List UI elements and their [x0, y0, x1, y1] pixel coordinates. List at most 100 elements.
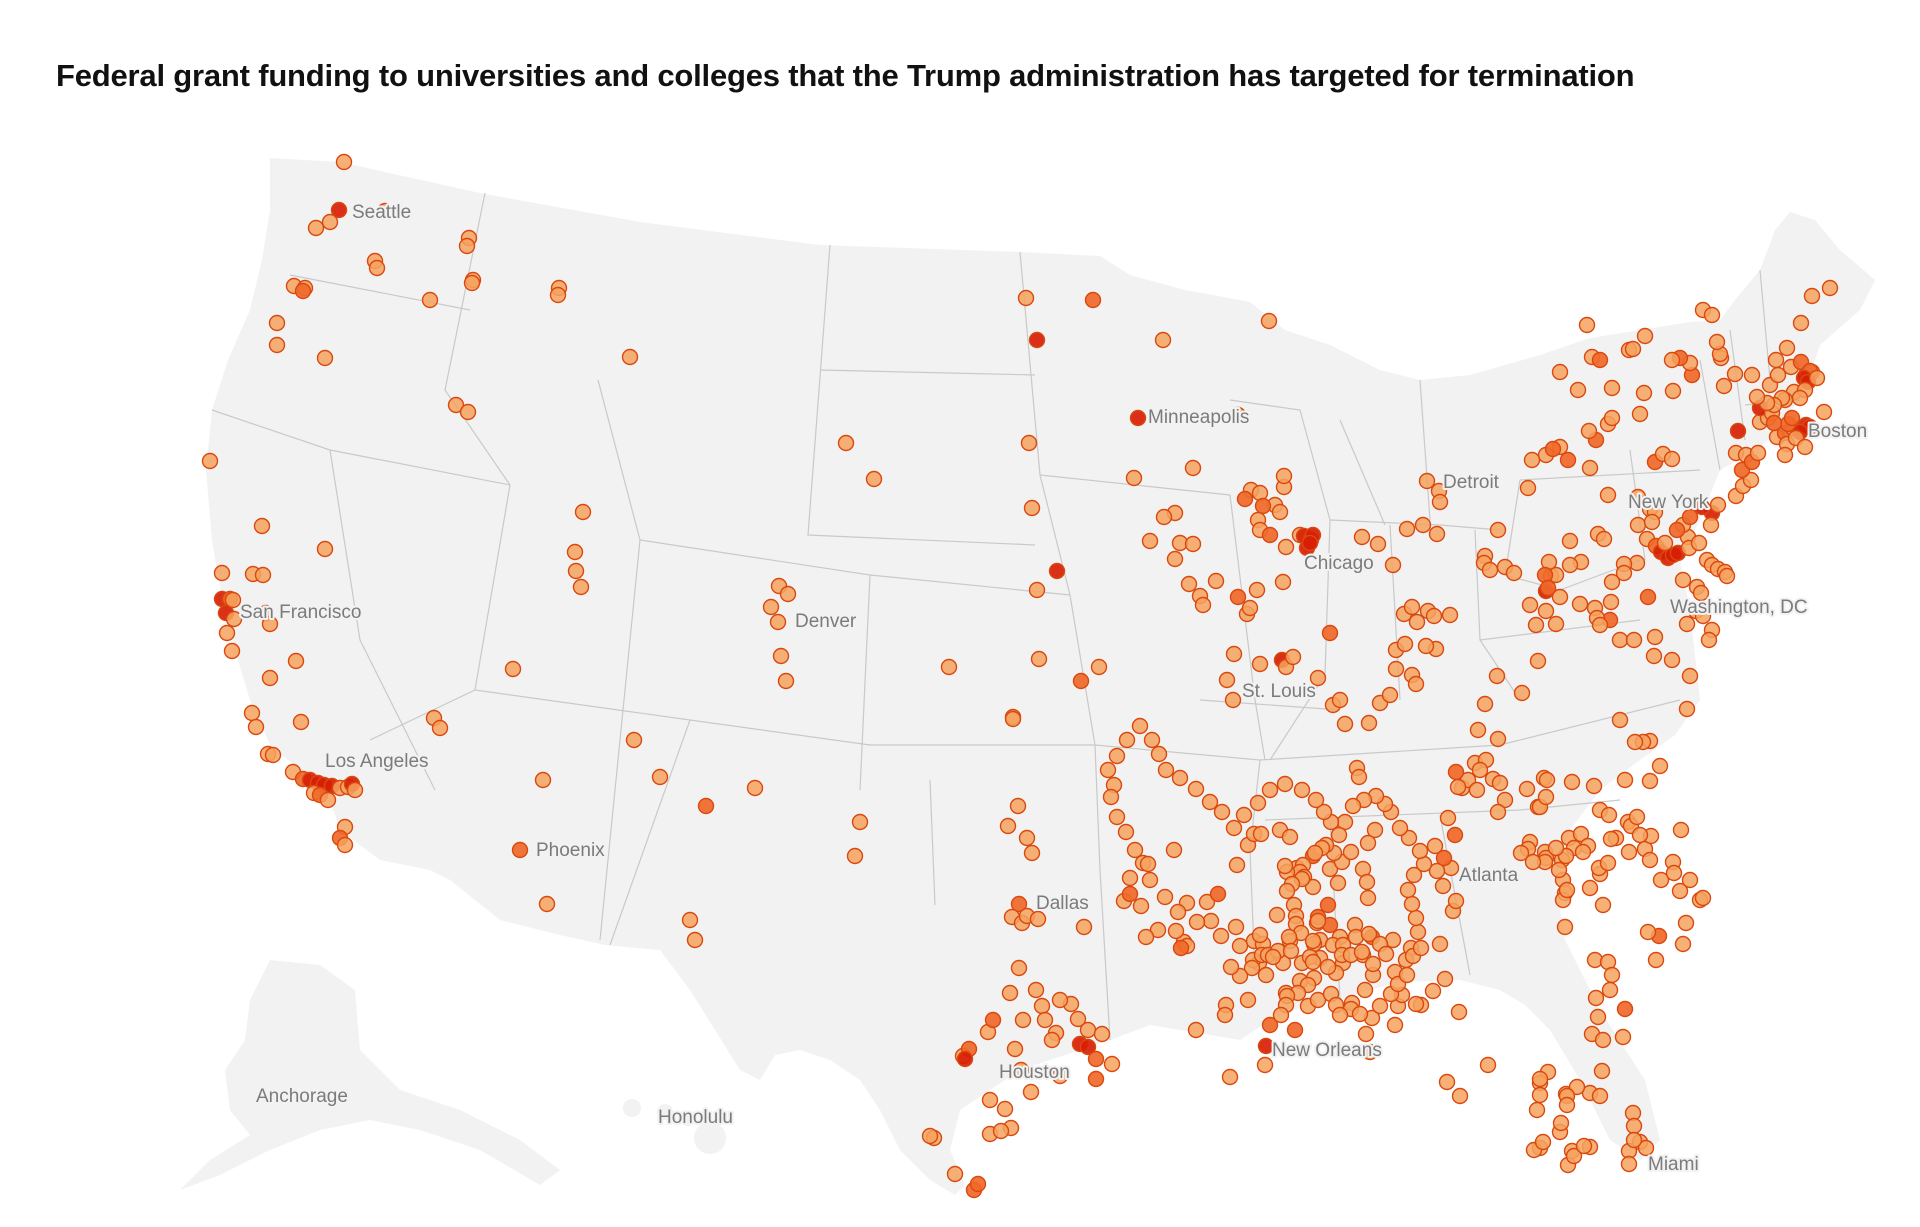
grant-location-dot[interactable] [1615, 564, 1633, 582]
grant-location-dot[interactable] [1207, 572, 1225, 590]
grant-location-dot[interactable] [368, 259, 386, 277]
grant-location-dot[interactable] [1201, 793, 1219, 811]
grant-location-dot[interactable] [1209, 885, 1227, 903]
grant-location-dot[interactable] [1528, 1101, 1546, 1119]
grant-location-dot[interactable] [1319, 958, 1337, 976]
grant-location-dot[interactable] [538, 895, 556, 913]
grant-location-dot[interactable] [1399, 881, 1417, 899]
grant-location-dot[interactable] [1353, 528, 1371, 546]
grant-location-dot[interactable] [769, 613, 787, 631]
grant-location-dot[interactable] [223, 642, 241, 660]
grant-location-dot[interactable] [1726, 365, 1744, 383]
grant-location-dot[interactable] [772, 647, 790, 665]
grant-location-dot[interactable] [1602, 593, 1620, 611]
grant-location-dot[interactable] [1796, 438, 1814, 456]
grant-location-dot[interactable] [1678, 615, 1696, 633]
grant-location-dot[interactable] [1629, 488, 1647, 506]
grant-location-dot[interactable] [1537, 602, 1555, 620]
grant-location-dot[interactable] [1407, 909, 1425, 927]
grant-location-dot[interactable] [1087, 1050, 1105, 1068]
grant-location-dot[interactable] [981, 1091, 999, 1109]
grant-location-dot[interactable] [1028, 331, 1046, 349]
grant-location-dot[interactable] [1268, 906, 1286, 924]
grant-location-dot[interactable] [1626, 733, 1644, 751]
grant-location-dot[interactable] [1149, 921, 1167, 939]
grant-location-dot[interactable] [294, 282, 312, 300]
grant-location-dot[interactable] [1681, 871, 1699, 889]
grant-location-dot[interactable] [1629, 516, 1647, 534]
grant-location-dot[interactable] [1611, 631, 1629, 649]
grant-location-dot[interactable] [1671, 882, 1689, 900]
grant-location-dot[interactable] [1309, 912, 1327, 930]
grant-location-dot[interactable] [1702, 516, 1720, 534]
grant-location-dot[interactable] [463, 274, 481, 292]
grant-location-dot[interactable] [1631, 826, 1649, 844]
grant-location-dot[interactable] [1652, 871, 1670, 889]
grant-location-dot[interactable] [1700, 631, 1718, 649]
grant-location-dot[interactable] [1131, 717, 1149, 735]
grant-location-dot[interactable] [1703, 306, 1721, 324]
grant-location-dot[interactable] [1254, 497, 1272, 515]
grant-location-dot[interactable] [1620, 1155, 1638, 1173]
grant-location-dot[interactable] [1581, 879, 1599, 897]
grant-location-dot[interactable] [1251, 655, 1269, 673]
grant-location-dot[interactable] [1418, 472, 1436, 490]
grant-location-dot[interactable] [1694, 607, 1712, 625]
grant-location-dot[interactable] [1571, 595, 1589, 613]
grant-location-dot[interactable] [1663, 450, 1681, 468]
grant-location-dot[interactable] [1118, 731, 1136, 749]
grant-location-dot[interactable] [1489, 730, 1507, 748]
grant-location-dot[interactable] [1286, 1021, 1304, 1039]
grant-location-dot[interactable] [1257, 966, 1275, 984]
grant-location-dot[interactable] [1272, 1006, 1290, 1024]
grant-location-dot[interactable] [1212, 927, 1230, 945]
grant-location-dot[interactable] [253, 517, 271, 535]
grant-location-dot[interactable] [1426, 837, 1444, 855]
grant-location-dot[interactable] [1319, 896, 1337, 914]
grant-location-dot[interactable] [1051, 1067, 1069, 1085]
grant-location-dot[interactable] [1523, 451, 1541, 469]
grant-location-dot[interactable] [243, 704, 261, 722]
grant-location-dot[interactable] [1009, 797, 1027, 815]
grant-location-dot[interactable] [1360, 925, 1378, 943]
grant-location-dot[interactable] [1664, 382, 1682, 400]
grant-location-dot[interactable] [1278, 882, 1296, 900]
grant-location-dot[interactable] [1249, 794, 1267, 812]
grant-location-dot[interactable] [1748, 388, 1766, 406]
grant-location-dot[interactable] [1139, 855, 1157, 873]
grant-location-dot[interactable] [1126, 841, 1144, 859]
grant-location-dot[interactable] [1663, 351, 1681, 369]
grant-location-dot[interactable] [459, 403, 477, 421]
grant-location-dot[interactable] [1558, 881, 1576, 899]
grant-location-dot[interactable] [1169, 903, 1187, 921]
grant-location-dot[interactable] [1012, 1061, 1030, 1079]
grant-location-dot[interactable] [1559, 451, 1577, 469]
grant-location-dot[interactable] [1264, 948, 1282, 966]
grant-location-dot[interactable] [1439, 809, 1457, 827]
grant-location-dot[interactable] [1023, 844, 1041, 862]
grant-location-dot[interactable] [1256, 1056, 1274, 1074]
grant-location-dot[interactable] [1359, 889, 1377, 907]
grant-location-dot[interactable] [321, 213, 339, 231]
grant-location-dot[interactable] [1635, 384, 1653, 402]
grant-location-dot[interactable] [1512, 844, 1530, 862]
grant-location-dot[interactable] [1718, 567, 1736, 585]
grant-location-dot[interactable] [1248, 581, 1266, 599]
grant-location-dot[interactable] [1187, 1021, 1205, 1039]
grant-location-dot[interactable] [1384, 556, 1402, 574]
grant-location-dot[interactable] [1036, 1011, 1054, 1029]
grant-location-dot[interactable] [201, 452, 219, 470]
grant-location-dot[interactable] [1198, 893, 1216, 911]
grant-location-dot[interactable] [292, 713, 310, 731]
grant-location-dot[interactable] [1010, 959, 1028, 977]
grant-location-dot[interactable] [1141, 532, 1159, 550]
grant-location-dot[interactable] [1304, 878, 1322, 896]
grant-location-dot[interactable] [421, 291, 439, 309]
grant-location-dot[interactable] [1351, 1005, 1369, 1023]
grant-location-dot[interactable] [1243, 959, 1261, 977]
grant-location-dot[interactable] [1366, 821, 1384, 839]
grant-location-dot[interactable] [1228, 856, 1246, 874]
grant-location-dot[interactable] [1447, 763, 1465, 781]
grant-location-dot[interactable] [1769, 366, 1787, 384]
grant-location-dot[interactable] [1398, 966, 1416, 984]
